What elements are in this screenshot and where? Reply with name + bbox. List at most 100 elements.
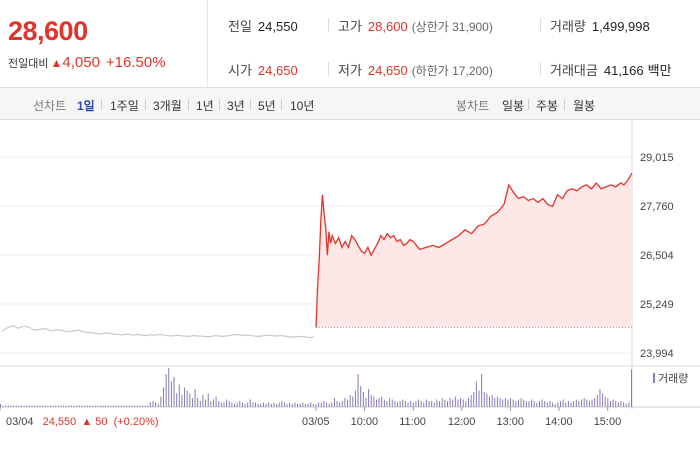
prev-day-arrow-icon: ▲	[81, 416, 92, 428]
open-value: 24,650	[257, 63, 298, 78]
volume-bar	[241, 402, 243, 407]
volume-bar	[591, 399, 593, 407]
volume-bar	[375, 399, 377, 407]
period-5y-button[interactable]: 5년	[258, 99, 276, 113]
volume-bar	[78, 405, 80, 407]
y-tick-label: 27,760	[640, 201, 674, 213]
volume-bar	[270, 404, 272, 407]
volume-bar	[397, 402, 399, 407]
divider	[328, 62, 329, 76]
line-chart-label: 선차트	[33, 99, 67, 113]
volume: 거래량 1,499,998	[550, 16, 650, 60]
high-value: 28,600	[367, 19, 408, 34]
volume-bar	[452, 399, 454, 407]
prev-day-date: 03/04	[6, 416, 34, 428]
volume-bar	[341, 401, 343, 407]
volume-bar	[323, 401, 325, 407]
candle-daily-button[interactable]: 일봉	[502, 99, 525, 113]
volume-bar	[110, 405, 112, 407]
prev-day-price: 24,550	[43, 416, 77, 428]
volume-bar	[625, 404, 627, 407]
volume-bar	[273, 402, 275, 407]
volume-bar	[383, 399, 385, 407]
volume-bar	[262, 402, 264, 407]
volume-bar	[347, 399, 349, 407]
period-1w-button[interactable]: 1주일	[110, 99, 139, 113]
change-amount: 4,050	[62, 54, 100, 71]
volume-bar	[299, 404, 301, 407]
volume-label: 거래량	[550, 19, 586, 34]
volume-bar	[354, 390, 356, 407]
volume-bar	[410, 401, 412, 407]
period-1d-button[interactable]: 1일	[77, 99, 95, 113]
volume-bar	[588, 401, 590, 407]
volume-bar	[436, 399, 438, 407]
period-1y-button[interactable]: 1년	[196, 99, 214, 113]
volume-bar	[502, 399, 504, 407]
volume-bar	[260, 404, 262, 407]
volume-bar	[333, 398, 335, 407]
volume-bar	[218, 401, 220, 407]
volume-bar	[126, 405, 128, 407]
volume-bar	[189, 393, 191, 407]
volume-bar	[265, 404, 267, 407]
volume-bar	[444, 399, 446, 407]
volume-bar	[13, 405, 15, 407]
volume-bar	[7, 405, 9, 407]
volume-bar	[357, 374, 359, 407]
volume-bar	[352, 396, 354, 407]
volume-bar	[199, 401, 201, 407]
volume-bar	[236, 402, 238, 407]
price-chart[interactable]: 29,015 27,760 26,504 25,249 23,994 03/05 10:0…	[0, 120, 700, 450]
y-axis: 29,015 27,760 26,504 25,249 23,994	[640, 152, 674, 360]
volume-bar	[496, 396, 498, 407]
volume-bar	[386, 401, 388, 407]
volume-bar	[575, 399, 577, 407]
volume-bar	[336, 401, 338, 407]
volume-bar	[257, 404, 259, 407]
volume-bar	[176, 393, 178, 407]
low-label: 저가	[338, 63, 362, 78]
candle-weekly-button[interactable]: 주봉	[536, 99, 559, 113]
period-3m-button[interactable]: 3개월	[153, 99, 182, 113]
volume-bar	[310, 402, 312, 407]
volume-bar	[362, 392, 364, 407]
y-tick-label: 29,015	[640, 152, 674, 164]
x-tick-label: 14:00	[545, 416, 573, 428]
volume-bar	[247, 402, 249, 407]
volume-bar	[402, 399, 404, 407]
divider	[564, 99, 565, 110]
chart-toolbar: 선차트 1일 1주일 3개월 1년 3년 5년 10년 봉차트 일봉 주봉 월봉	[0, 88, 700, 120]
volume-bar	[446, 401, 448, 407]
prev-close-label: 전일	[228, 19, 252, 34]
volume-bar	[554, 404, 556, 407]
y-tick-label: 26,504	[640, 250, 674, 262]
volume-bar	[36, 405, 38, 407]
volume-bar	[210, 401, 212, 407]
volume-bar	[163, 387, 165, 407]
volume-legend: 거래량	[653, 372, 688, 385]
volume-bar	[391, 399, 393, 407]
volume-bar	[557, 402, 559, 407]
volume-bar	[415, 401, 417, 407]
period-10y-button[interactable]: 10년	[290, 99, 315, 113]
candle-monthly-button[interactable]: 월봉	[573, 99, 596, 113]
volume-bar	[18, 405, 20, 407]
price-panel: 28,600 전일대비 ▲4,050 +16.50%	[0, 0, 208, 88]
current-price: 28,600	[8, 16, 88, 46]
volume-bar	[81, 405, 83, 407]
prev-day-summary: 03/04 24,550 ▲ 50 (+0.20%)	[6, 416, 159, 428]
volume-bar	[168, 368, 170, 407]
volume-bar	[44, 405, 46, 407]
volume-bar	[276, 404, 278, 407]
volume-bar	[136, 405, 138, 407]
period-3y-button[interactable]: 3년	[227, 99, 245, 113]
volume-bar	[460, 398, 462, 407]
divider	[281, 99, 282, 110]
y-tick-label: 23,994	[640, 348, 674, 360]
volume-bar	[144, 405, 146, 407]
volume-bar	[318, 402, 320, 407]
open-label: 시가	[228, 63, 252, 78]
volume-bar	[607, 398, 609, 407]
